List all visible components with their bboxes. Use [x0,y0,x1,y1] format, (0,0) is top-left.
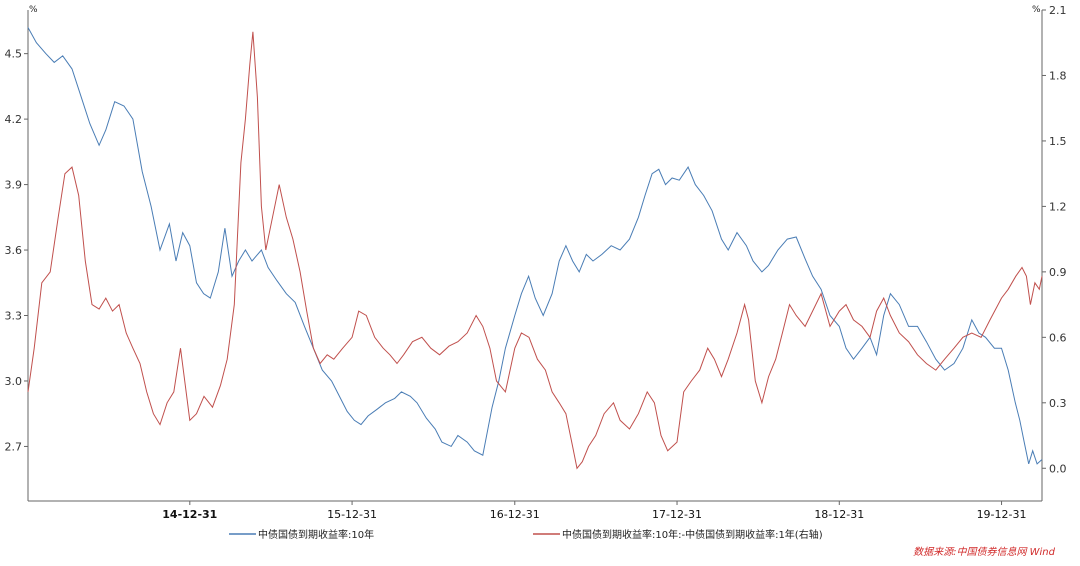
right-tick-label: 0.9 [1049,266,1067,279]
left-tick-label: 3.6 [5,244,23,257]
x-tick-label: 15-12-31 [327,508,377,521]
right-tick-label: 1.8 [1049,69,1067,82]
left-tick-label: 3.3 [5,310,23,323]
x-tick-label: 17-12-31 [652,508,702,521]
x-axis-ticks: 14-12-31 15-12-31 16-12-31 17-12-31 18-12-31… [162,501,1027,521]
legend-label-10y-yield: 中债国债到期收益率:10年 [258,528,374,541]
series-10y-yield-line [27,27,1043,465]
right-tick-label: 1.5 [1049,135,1067,148]
right-tick-label: 0.3 [1049,397,1067,410]
x-tick-label: 16-12-31 [490,508,540,521]
x-tick-label: 14-12-31 [162,508,217,521]
x-tick-label: 19-12-31 [977,508,1027,521]
left-tick-label: 4.2 [5,113,23,126]
left-tick-label: 2.7 [5,440,23,453]
right-tick-label: 2.1 [1049,4,1067,17]
left-axis-ticks: 2.7 3.0 3.3 3.6 3.9 4.2 4.5 [5,48,28,453]
left-axis-unit: % [29,5,38,15]
right-axis-unit: % [1032,5,1041,15]
legend-label-term-spread: 中债国债到期收益率:10年:-中债国债到期收益率:1年(右轴) [562,528,823,541]
left-tick-label: 3.0 [5,375,23,388]
right-tick-label: 0.6 [1049,331,1067,344]
x-tick-label: 18-12-31 [814,508,864,521]
series-term-spread-line [27,31,1043,470]
right-axis-ticks: 0.0 0.3 0.6 0.9 1.2 1.5 1.8 2.1 [1042,4,1067,475]
left-tick-label: 4.5 [5,48,23,61]
right-tick-label: 0.0 [1049,462,1067,475]
legend: 中债国债到期收益率:10年 中债国债到期收益率:10年:-中债国债到期收益率:1… [229,528,823,541]
left-tick-label: 3.9 [5,179,23,192]
data-source-note: 数据来源:中国债券信息网 Wind [913,546,1056,558]
right-tick-label: 1.2 [1049,200,1067,213]
